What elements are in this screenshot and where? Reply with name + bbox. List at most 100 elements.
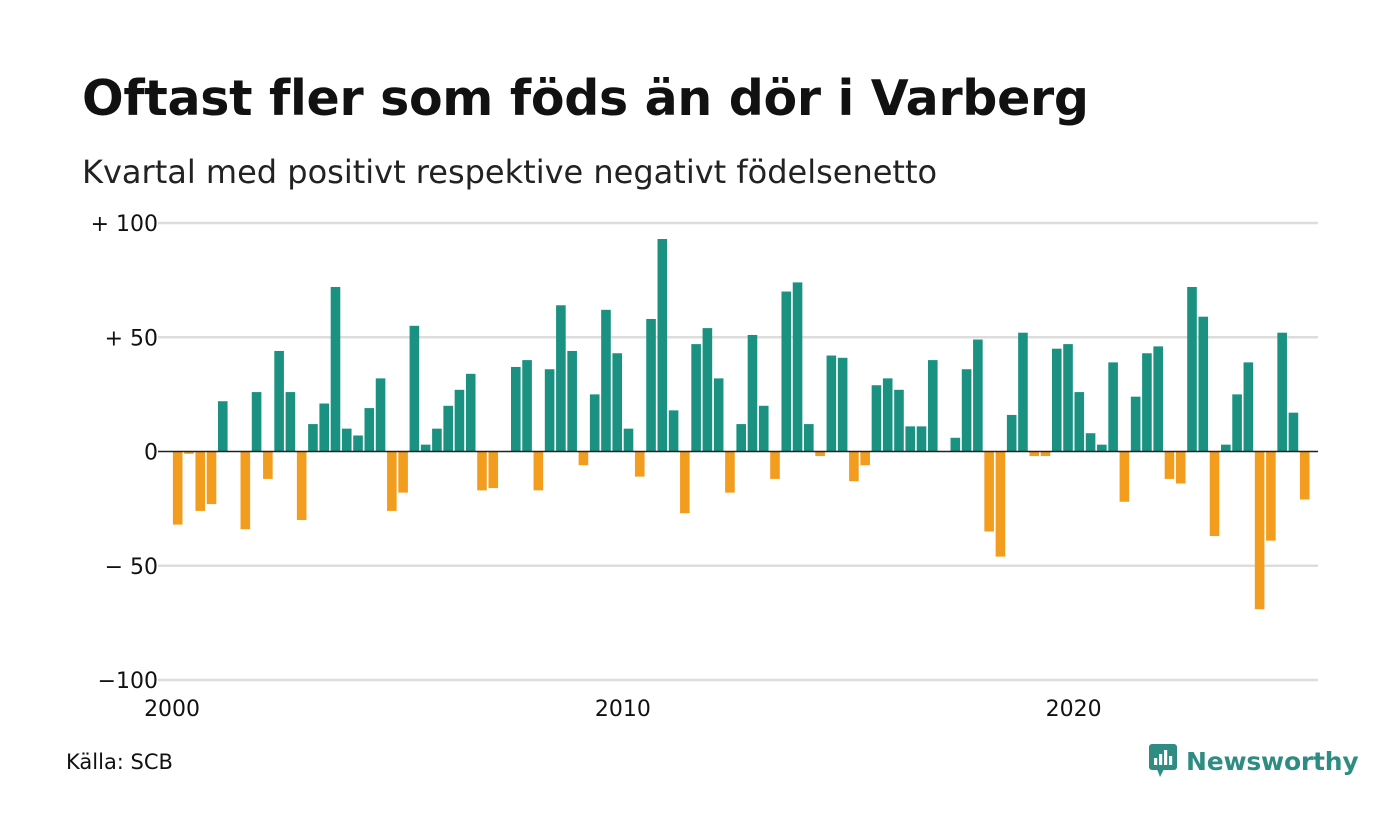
y-tick-label: + 50 xyxy=(105,326,158,351)
bar xyxy=(725,451,735,493)
bar xyxy=(263,451,273,479)
bar xyxy=(522,360,532,452)
bar xyxy=(172,451,183,525)
bar xyxy=(1130,396,1141,452)
y-tick-label: 0 xyxy=(144,441,158,466)
bar xyxy=(432,428,442,452)
bar xyxy=(781,291,792,452)
bar xyxy=(1299,451,1310,500)
bar xyxy=(398,451,408,493)
bar xyxy=(1063,344,1073,452)
x-tick-label: 2000 xyxy=(144,697,200,722)
bar xyxy=(556,305,566,452)
bar xyxy=(364,408,375,452)
bar xyxy=(680,451,690,514)
bar xyxy=(792,282,803,452)
bar xyxy=(184,451,194,454)
bar xyxy=(747,334,758,452)
bar xyxy=(319,403,330,452)
bar xyxy=(860,451,870,466)
bar xyxy=(1018,332,1028,452)
bar xyxy=(296,451,307,521)
bar xyxy=(1254,451,1265,610)
bar xyxy=(195,451,206,511)
bar xyxy=(567,350,577,452)
bar xyxy=(488,451,499,489)
bar xyxy=(511,366,521,452)
bar xyxy=(206,451,217,505)
bar xyxy=(454,389,465,452)
bar xyxy=(285,392,296,452)
x-tick-label: 2020 xyxy=(1046,697,1102,722)
bar xyxy=(341,428,352,452)
bar xyxy=(1221,444,1231,452)
bar xyxy=(308,424,318,452)
bar xyxy=(1006,414,1017,452)
bar xyxy=(905,426,916,452)
bar xyxy=(1153,346,1163,452)
bar xyxy=(1288,412,1299,452)
bar xyxy=(950,437,961,452)
bar xyxy=(973,339,983,452)
bar xyxy=(251,392,262,452)
bar xyxy=(927,360,938,452)
bar xyxy=(1051,348,1062,452)
bar xyxy=(736,424,746,452)
bar xyxy=(1232,394,1242,452)
bar xyxy=(702,328,713,452)
bar xyxy=(995,451,1006,557)
bar xyxy=(815,451,825,457)
bar xyxy=(1277,332,1287,452)
bar xyxy=(657,239,668,452)
bar xyxy=(1164,451,1175,479)
y-axis-labels: + 100 + 50 0 − 50 −100 xyxy=(91,212,158,694)
bar xyxy=(1187,286,1197,452)
source-note: Källa: SCB xyxy=(66,750,173,774)
bar xyxy=(1266,451,1276,541)
bar xyxy=(1108,362,1118,452)
bar xyxy=(1209,451,1220,537)
bars xyxy=(172,239,1310,610)
bar xyxy=(770,451,780,479)
bar xyxy=(1040,451,1051,457)
bar xyxy=(668,410,679,452)
bar xyxy=(375,378,386,452)
chart-subtitle: Kvartal med positivt respektive negativt… xyxy=(82,153,938,191)
bar xyxy=(984,451,994,532)
bar xyxy=(1142,353,1152,452)
bar xyxy=(533,451,544,491)
bar xyxy=(916,426,927,452)
x-tick-label: 2010 xyxy=(595,697,651,722)
bar xyxy=(1085,433,1096,452)
x-axis-labels: 2000 2010 2020 xyxy=(144,697,1102,722)
bar xyxy=(961,369,972,452)
grid-lines xyxy=(158,221,1318,682)
bar xyxy=(578,451,589,466)
bar xyxy=(1029,451,1040,457)
bar xyxy=(1198,316,1209,452)
bar xyxy=(1243,362,1254,452)
bar xyxy=(443,405,453,452)
bar xyxy=(240,451,251,530)
bar xyxy=(623,428,634,452)
bar xyxy=(612,353,623,452)
bar xyxy=(465,373,476,452)
bar xyxy=(589,394,600,452)
bar xyxy=(826,355,837,452)
bar xyxy=(837,357,848,452)
bar xyxy=(1119,451,1130,502)
bar xyxy=(713,378,724,452)
bar xyxy=(1074,392,1085,452)
bar xyxy=(804,424,814,452)
bar xyxy=(1175,451,1186,484)
y-tick-label: + 100 xyxy=(91,212,158,237)
bar xyxy=(894,389,904,452)
brand-name: Newsworthy xyxy=(1186,746,1359,776)
bar xyxy=(849,451,859,482)
bar xyxy=(646,318,656,452)
bar xyxy=(409,325,420,452)
chart-title: Oftast fler som föds än dör i Varberg xyxy=(82,70,1089,127)
bar-chart: + 100 + 50 0 − 50 −100 2000 2010 2020 xyxy=(91,212,1318,722)
bar xyxy=(274,350,284,452)
y-tick-label: − 50 xyxy=(105,555,158,580)
